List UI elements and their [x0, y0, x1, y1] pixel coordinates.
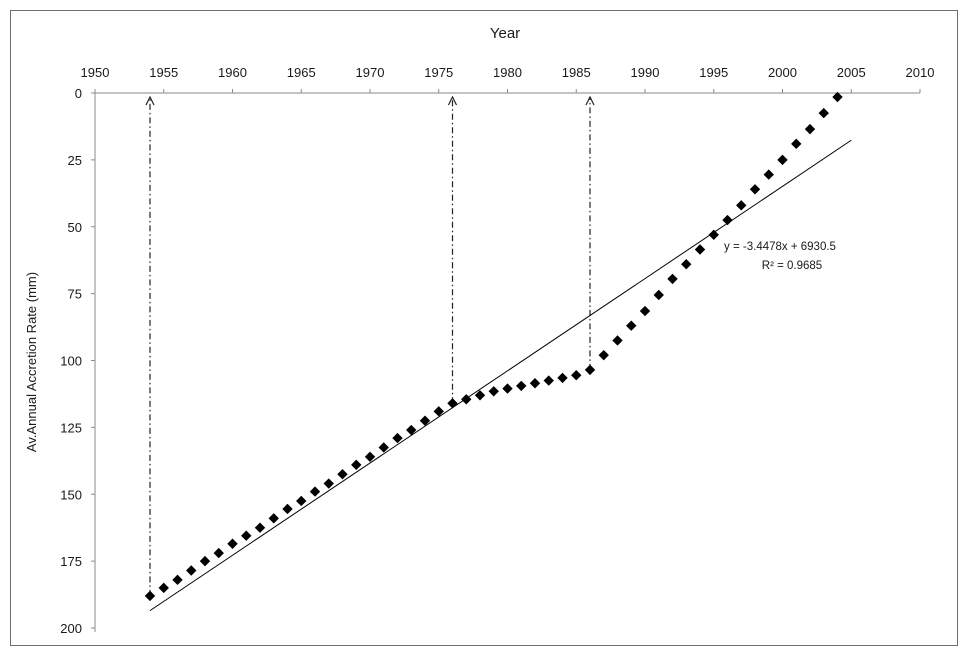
reference-arrowhead: [447, 95, 458, 106]
data-point: [337, 468, 348, 480]
data-point: [626, 320, 637, 331]
data-point: [186, 565, 197, 576]
data-point: [639, 305, 651, 317]
data-point: [667, 273, 678, 285]
points-group: [144, 91, 843, 602]
data-point: [598, 349, 609, 361]
ticks-group: 1950 1955 1960 1965 1970 1975 1980 1985 1990 1995…: [60, 65, 934, 636]
data-point: [323, 478, 334, 489]
data-point: [708, 229, 719, 240]
x-tick-label: 1955: [149, 65, 178, 80]
data-point: [351, 459, 362, 471]
data-point: [268, 513, 279, 524]
data-point: [213, 547, 224, 559]
y-tick-label: 150: [60, 487, 82, 502]
data-point: [777, 154, 788, 166]
data-point: [488, 386, 499, 397]
data-point: [254, 522, 266, 533]
data-point: [516, 380, 527, 392]
data-point: [144, 590, 156, 602]
data-point: [763, 169, 774, 180]
reference-arrowhead: [585, 95, 595, 106]
x-tick-label: 1950: [81, 65, 110, 80]
y-axis-title: Av.Annual Accretion Rate (mm): [24, 272, 39, 452]
data-point: [474, 390, 486, 401]
trendline: [149, 139, 852, 612]
data-point: [584, 364, 596, 376]
data-point: [447, 398, 458, 409]
data-point: [832, 91, 843, 103]
x-tick-label: 1990: [631, 65, 660, 80]
x-tick-label: 2000: [768, 65, 797, 80]
x-tick-label: 2010: [906, 65, 935, 80]
data-point: [296, 495, 307, 507]
data-point: [557, 372, 568, 384]
reference-lines-group: [145, 95, 595, 596]
data-point: [364, 451, 376, 462]
chart-frame: [10, 10, 958, 646]
data-point: [433, 406, 444, 417]
x-tick-label: 1960: [218, 65, 247, 80]
data-point: [571, 370, 582, 381]
data-point: [309, 486, 321, 497]
data-point: [378, 442, 389, 453]
data-point: [749, 184, 761, 195]
x-tick-label: 1970: [356, 65, 385, 80]
x-tick-label: 1995: [699, 65, 728, 80]
data-point: [158, 582, 169, 594]
y-tick-label: 50: [68, 220, 82, 235]
x-axis-title: Year: [490, 25, 520, 42]
data-point: [227, 538, 238, 549]
data-point: [694, 244, 706, 255]
reference-arrowhead: [145, 95, 155, 106]
y-tick-label: 175: [60, 554, 82, 569]
data-point: [722, 214, 733, 226]
data-point: [736, 200, 747, 211]
data-point: [241, 530, 252, 541]
data-point: [419, 415, 431, 426]
y-tick-label: 75: [68, 287, 82, 302]
data-point: [681, 259, 692, 270]
data-point: [199, 555, 211, 567]
y-tick-label: 100: [60, 354, 82, 369]
data-point: [502, 383, 513, 394]
data-point: [529, 378, 541, 389]
data-point: [791, 138, 802, 150]
data-point: [461, 394, 472, 405]
data-point: [282, 503, 293, 515]
data-point: [804, 123, 816, 135]
trendline-equation: y = -3.4478x + 6930.5: [724, 241, 836, 253]
data-point: [653, 289, 664, 301]
y-tick-label: 200: [60, 621, 82, 636]
data-point: [818, 107, 829, 119]
x-tick-label: 2005: [837, 65, 866, 80]
data-point: [543, 375, 554, 386]
x-tick-label: 1965: [287, 65, 316, 80]
x-tick-label: 1985: [562, 65, 591, 80]
data-point: [392, 432, 403, 444]
y-tick-label: 25: [68, 153, 82, 168]
y-tick-label: 0: [75, 86, 82, 101]
x-tick-label: 1975: [424, 65, 453, 80]
y-tick-label: 125: [60, 420, 82, 435]
data-point: [172, 574, 183, 586]
data-point: [406, 424, 417, 436]
trendline-group: [149, 139, 852, 612]
x-tick-label: 1980: [493, 65, 522, 80]
data-point: [612, 335, 623, 346]
trendline-r2: R² = 0.9685: [762, 260, 822, 272]
